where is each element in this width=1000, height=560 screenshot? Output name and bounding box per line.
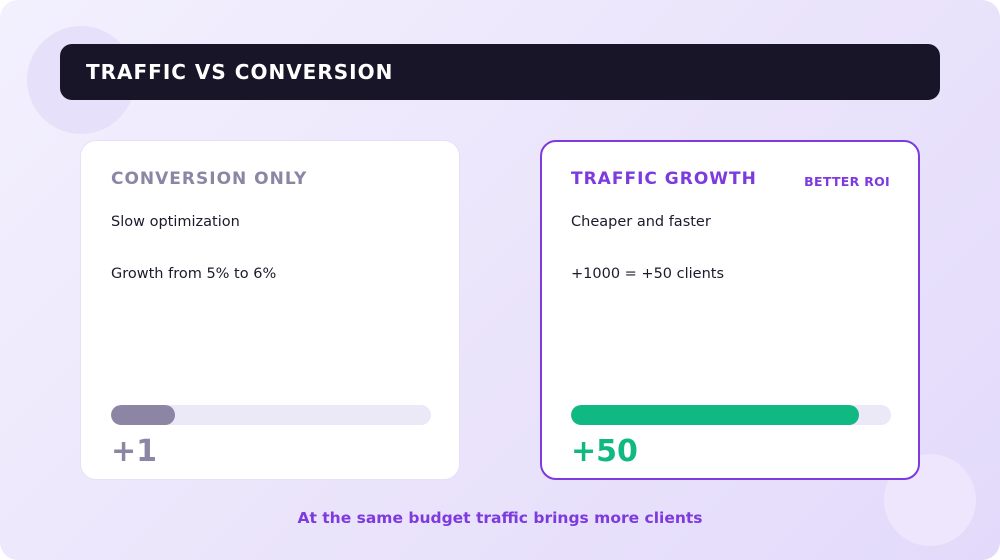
result-value: +50 [571,434,638,469]
progress-track [571,405,891,425]
result-value: +1 [111,434,158,469]
conversion-only-card: CONVERSION ONLY Slow optimization Growth… [80,140,460,480]
card-detail: +1000 = +50 clients [571,266,725,282]
progress-track [111,405,431,425]
progress-fill [571,405,859,425]
card-description: Cheaper and faster [571,214,711,230]
better-roi-badge: BETTER ROI [804,174,890,189]
footer-caption: At the same budget traffic brings more c… [297,509,703,527]
progress-fill [111,405,175,425]
card-title: TRAFFIC GROWTH [571,169,757,189]
title-bar: TRAFFIC VS CONVERSION [60,44,940,100]
traffic-growth-card: TRAFFIC GROWTH BETTER ROI Cheaper and fa… [540,140,920,480]
card-title: CONVERSION ONLY [111,169,308,189]
page-title: TRAFFIC VS CONVERSION [86,60,394,84]
card-description: Slow optimization [111,214,240,230]
card-detail: Growth from 5% to 6% [111,266,277,282]
